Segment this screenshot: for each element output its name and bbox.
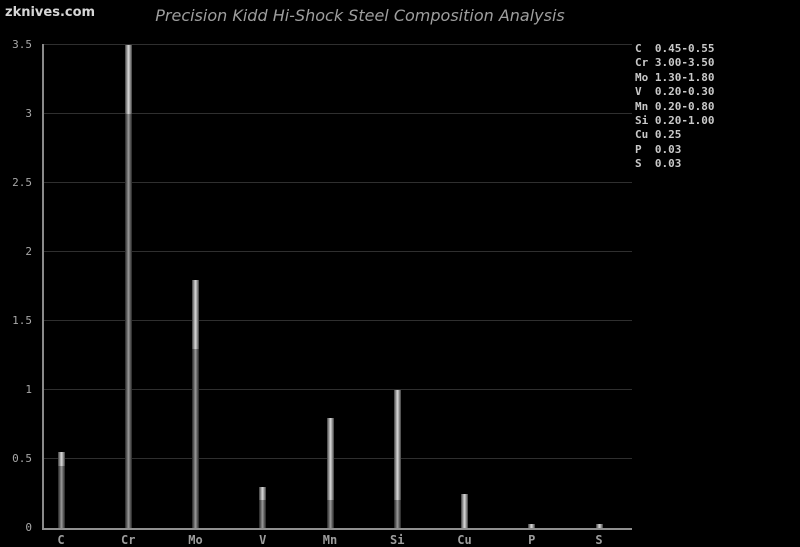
bar-Cu (461, 493, 468, 528)
x-category-label-Mn: Mn (322, 533, 338, 547)
y-tick-label: 0 (25, 521, 32, 534)
x-category-label-Si: Si (390, 533, 405, 547)
bar-range-segment (57, 452, 65, 466)
gridline (43, 113, 632, 114)
x-category-label-P: P (528, 533, 536, 547)
chart-title: Precision Kidd Hi-Shock Steel Compositio… (155, 6, 565, 25)
bar-range-segment (192, 279, 199, 349)
bar-range-segment (393, 390, 401, 501)
bar-P (528, 523, 536, 528)
legend-entry: Si 0.20-1.00 (635, 114, 715, 128)
gridline (43, 320, 632, 321)
x-category-label-S: S (595, 533, 603, 547)
x-axis-line (42, 528, 632, 530)
y-tick-label: 2.5 (12, 176, 32, 189)
bar-range-segment (326, 417, 334, 501)
bar-Si (393, 390, 401, 528)
bar-base-segment (259, 500, 267, 528)
y-axis-line (42, 44, 44, 530)
bar-S (595, 523, 603, 528)
legend: C 0.45-0.55 Cr 3.00-3.50 Mo 1.30-1.80 V 0.2… (635, 42, 714, 172)
bar-V (259, 486, 267, 528)
bar-range-segment (528, 523, 536, 528)
y-tick-label: 3.5 (12, 38, 32, 51)
legend-entry: Cu 0.25 (635, 128, 682, 142)
bar-base-segment (57, 465, 65, 528)
x-category-label-Cu: Cu (457, 533, 472, 547)
x-category-label-V: V (259, 533, 267, 547)
legend-entry: C 0.45-0.55 (635, 42, 715, 55)
gridline (43, 251, 632, 252)
legend-entry: V 0.20-0.30 (635, 85, 715, 99)
legend-entry: S 0.03 (635, 157, 682, 171)
y-tick-label: 1.5 (12, 314, 32, 327)
legend-entry: P 0.03 (635, 142, 682, 156)
x-category-label-Mo: Mo (188, 533, 203, 547)
bar-Cr (124, 45, 132, 528)
y-tick-label: 1 (25, 383, 32, 396)
x-category-label-Cr: Cr (121, 533, 136, 547)
gridline (43, 389, 632, 390)
y-tick-label: 2 (25, 245, 32, 258)
legend-entry: Mn 0.20-0.80 (635, 99, 715, 113)
gridline (43, 182, 632, 183)
legend-entry: Mo 1.30-1.80 (635, 70, 715, 84)
gridline (43, 44, 632, 45)
bar-range-segment (124, 45, 132, 114)
y-tick-label: 3 (25, 107, 32, 120)
bar-base-segment (393, 500, 401, 528)
bar-base-segment (326, 500, 334, 528)
y-tick-label: 0.5 (12, 452, 32, 465)
legend-entry: Cr 3.00-3.50 (635, 56, 715, 70)
bar-Mn (326, 417, 334, 528)
bar-base-segment (192, 348, 199, 528)
bar-C (57, 452, 65, 528)
bar-range-segment (259, 486, 267, 501)
watermark-zknives: zknives.com (5, 5, 96, 20)
bar-range-segment (461, 493, 468, 528)
bar-Mo (192, 279, 199, 528)
bar-range-segment (595, 523, 603, 528)
gridline (43, 458, 632, 459)
x-category-label-C: C (57, 533, 65, 547)
bar-base-segment (124, 114, 132, 528)
